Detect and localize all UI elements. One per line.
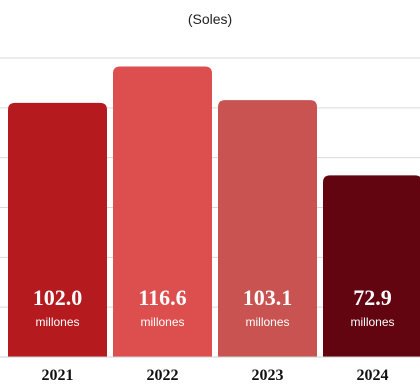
bar-unit-label: millones: [245, 315, 289, 329]
bar-value-label: 116.6: [138, 285, 186, 310]
bar-unit-label: millones: [140, 315, 184, 329]
bar-2024: [323, 175, 420, 357]
bar-value-label: 72.9: [353, 285, 392, 310]
bar-value-label: 103.1: [243, 285, 293, 310]
bar-labels: 102.0 millones 116.6 millones 103.1 millones 7…: [33, 285, 395, 329]
chart-subtitle: (Soles): [188, 11, 232, 27]
bar-2021: [8, 102, 107, 357]
x-tick-label: 2021: [42, 367, 74, 384]
x-tick-label: 2023: [252, 367, 284, 384]
x-axis-tick-labels: 2021 2022 2023 2024: [42, 367, 389, 384]
bars: [8, 66, 420, 358]
bar-2023: [218, 100, 317, 358]
bar-2022: [113, 66, 212, 357]
x-tick-label: 2024: [357, 367, 389, 384]
bar-unit-label: millones: [350, 315, 394, 329]
bar-value-label: 102.0: [33, 285, 83, 310]
x-tick-label: 2022: [147, 367, 179, 384]
bar-unit-label: millones: [35, 315, 79, 329]
